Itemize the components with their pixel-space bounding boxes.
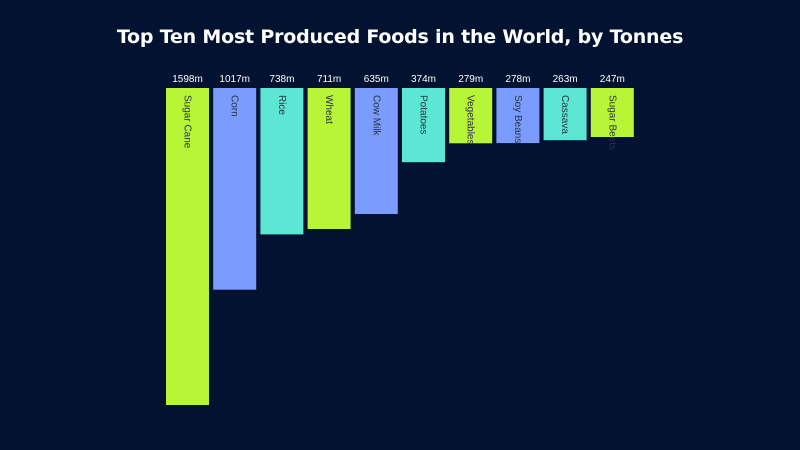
value-label-potatoes: 374m	[411, 74, 436, 85]
value-label-cow-milk: 635m	[364, 74, 389, 85]
category-label-cassava: Cassava	[559, 95, 570, 134]
bar-cow-milk	[354, 88, 398, 214]
category-label-potatoes: Potatoes	[418, 95, 429, 134]
chart-title: Top Ten Most Produced Foods in the World…	[116, 26, 684, 48]
bar-potatoes	[402, 88, 445, 163]
category-label-wheat: Wheat	[323, 95, 334, 124]
category-label-sugar-cane: Sugar Cane	[182, 95, 193, 149]
bar-corn	[213, 88, 257, 290]
category-label-soy-beans: Soy Beans	[512, 95, 523, 143]
bar-rice	[260, 88, 304, 235]
value-label-soy-beans: 278m	[505, 74, 530, 85]
value-label-sugar-beets: 247m	[600, 74, 625, 85]
bar-soy-beans	[496, 88, 540, 144]
value-label-wheat: 711m	[317, 74, 341, 85]
value-label-cassava: 263m	[553, 74, 578, 85]
bar-wheat	[307, 88, 351, 229]
category-label-corn: Corn	[229, 95, 240, 117]
value-label-vegetables: 279m	[458, 74, 483, 85]
value-label-corn: 1017m	[219, 74, 250, 85]
category-label-rice: Rice	[276, 95, 287, 115]
value-label-rice: 738m	[269, 74, 294, 85]
bar-vegetables	[449, 88, 493, 144]
value-label-sugar-cane: 1598m	[172, 74, 203, 85]
bar-cassava	[543, 88, 587, 141]
bar-sugar-cane	[166, 88, 209, 405]
category-label-cow-milk: Cow Milk	[370, 95, 381, 137]
bar-sugar-beets	[590, 88, 634, 137]
category-label-vegetables: Vegetables	[465, 95, 476, 145]
category-label-sugar-beets: Sugar Beets	[606, 95, 617, 150]
